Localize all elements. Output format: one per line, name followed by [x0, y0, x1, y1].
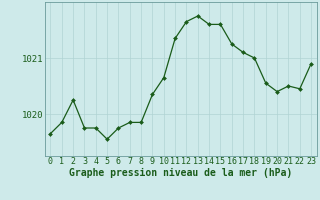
X-axis label: Graphe pression niveau de la mer (hPa): Graphe pression niveau de la mer (hPa) [69, 168, 292, 178]
